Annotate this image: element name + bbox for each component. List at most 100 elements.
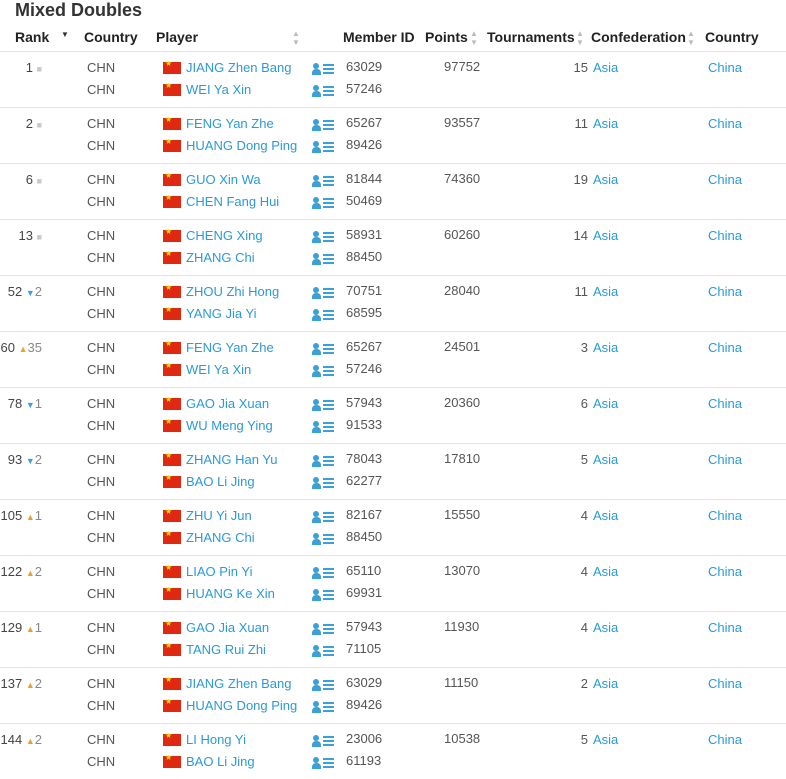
player-link[interactable]: TANG Rui Zhi [186, 642, 266, 657]
player-card-icon[interactable] [312, 118, 334, 132]
country-link[interactable]: China [708, 172, 742, 187]
page-title: Mixed Doubles [15, 0, 143, 20]
country-link[interactable]: China [708, 732, 742, 747]
header-points[interactable]: Points [425, 29, 468, 45]
player-link[interactable]: ZHANG Chi [186, 530, 255, 545]
player-link[interactable]: HUANG Dong Ping [186, 138, 298, 153]
confederation-link[interactable]: Asia [593, 452, 619, 467]
player-link[interactable]: ZHU Yi Jun [186, 508, 252, 523]
player-card-icon[interactable] [312, 252, 334, 266]
country-code: CHN [87, 306, 116, 321]
header-player[interactable]: Player [156, 29, 199, 45]
confederation-link[interactable]: Asia [593, 116, 619, 131]
rank-value: 137 [0, 676, 23, 691]
player-card-icon[interactable] [312, 398, 334, 412]
header-confederation[interactable]: Confederation [591, 29, 686, 45]
country-link[interactable]: China [708, 452, 742, 467]
player-card-icon[interactable] [312, 644, 334, 658]
player-link[interactable]: FENG Yan Zhe [186, 340, 274, 355]
player-card-icon[interactable] [312, 700, 334, 714]
player-link[interactable]: CHENG Xing [186, 228, 263, 243]
country-link[interactable]: China [708, 676, 742, 691]
player-link[interactable]: GAO Jia Xuan [186, 620, 270, 635]
member-id: 61193 [346, 753, 382, 768]
player-card-icon[interactable] [312, 622, 334, 636]
header-member-id[interactable]: Member ID [343, 29, 415, 45]
sort-icon[interactable]: ▲ ▼ [687, 29, 695, 47]
player-card-icon[interactable] [312, 510, 334, 524]
confederation-link[interactable]: Asia [593, 172, 619, 187]
country-link[interactable]: China [708, 396, 742, 411]
sort-icon[interactable]: ▲ ▼ [576, 29, 584, 47]
header-tournaments[interactable]: Tournaments [487, 29, 575, 45]
player-link[interactable]: WEI Ya Xin [186, 82, 252, 97]
player-link[interactable]: LIAO Pin Yi [186, 564, 253, 579]
player-card-icon[interactable] [312, 678, 334, 692]
country-link[interactable]: China [708, 564, 742, 579]
player-link[interactable]: BAO Li Jing [186, 474, 255, 489]
confederation-link[interactable]: Asia [593, 620, 619, 635]
player-card-icon[interactable] [312, 286, 334, 300]
country-link[interactable]: China [708, 508, 742, 523]
player-card-icon[interactable] [312, 566, 334, 580]
header-country[interactable]: Country [84, 29, 138, 45]
member-id: 78043 [346, 451, 383, 466]
country-link[interactable]: China [708, 228, 742, 243]
player-card-icon[interactable] [312, 734, 334, 748]
player-card-icon[interactable] [312, 174, 334, 188]
country-link[interactable]: China [708, 284, 742, 299]
confederation-link[interactable]: Asia [593, 732, 619, 747]
player-card-icon[interactable] [312, 532, 334, 546]
player-link[interactable]: YANG Jia Yi [186, 306, 257, 321]
sort-desc-icon[interactable]: ▼ [61, 30, 69, 39]
player-link[interactable]: WU Meng Ying [186, 418, 273, 433]
confederation-link[interactable]: Asia [593, 60, 619, 75]
player-link[interactable]: JIANG Zhen Bang [186, 676, 292, 691]
china-flag-icon [163, 137, 181, 152]
player-link[interactable]: LI Hong Yi [186, 732, 246, 747]
country-link[interactable]: China [708, 60, 742, 75]
player-card-icon[interactable] [312, 420, 334, 434]
player-link[interactable]: HUANG Dong Ping [186, 698, 298, 713]
confederation-link[interactable]: Asia [593, 228, 619, 243]
player-card-icon[interactable] [312, 84, 334, 98]
player-link[interactable]: FENG Yan Zhe [186, 116, 274, 131]
sort-icon[interactable]: ▲ ▼ [292, 29, 300, 47]
player-card-icon[interactable] [312, 140, 334, 154]
player-card-icon[interactable] [312, 454, 334, 468]
player-link[interactable]: ZHANG Chi [186, 250, 255, 265]
player-link[interactable]: ZHANG Han Yu [186, 452, 278, 467]
player-link[interactable]: JIANG Zhen Bang [186, 60, 292, 75]
header-country[interactable]: Country [705, 29, 759, 45]
country-link[interactable]: China [708, 340, 742, 355]
player-link[interactable]: BAO Li Jing [186, 754, 255, 769]
confederation-link[interactable]: Asia [593, 340, 619, 355]
country-link[interactable]: China [708, 116, 742, 131]
member-id: 82167 [346, 507, 383, 522]
player-link[interactable]: GUO Xin Wa [186, 172, 261, 187]
player-card-icon[interactable] [312, 308, 334, 322]
player-link[interactable]: CHEN Fang Hui [186, 194, 280, 209]
china-flag-icon [163, 641, 181, 656]
player-card-icon[interactable] [312, 62, 334, 76]
player-link[interactable]: WEI Ya Xin [186, 362, 252, 377]
confederation-link[interactable]: Asia [593, 676, 619, 691]
sort-icon[interactable]: ▲ ▼ [470, 29, 478, 47]
player-link[interactable]: ZHOU Zhi Hong [186, 284, 280, 299]
confederation-link[interactable]: Asia [593, 564, 619, 579]
points-value: 93557 [444, 115, 481, 130]
player-link[interactable]: HUANG Ke Xin [186, 586, 275, 601]
player-card-icon[interactable] [312, 342, 334, 356]
player-card-icon[interactable] [312, 196, 334, 210]
player-card-icon[interactable] [312, 364, 334, 378]
movement-up-icon: ▲ [25, 624, 35, 634]
player-card-icon[interactable] [312, 230, 334, 244]
confederation-link[interactable]: Asia [593, 284, 619, 299]
player-link[interactable]: GAO Jia Xuan [186, 396, 270, 411]
player-card-icon[interactable] [312, 588, 334, 602]
confederation-link[interactable]: Asia [593, 396, 619, 411]
player-card-icon[interactable] [312, 476, 334, 490]
confederation-link[interactable]: Asia [593, 508, 619, 523]
country-link[interactable]: China [708, 620, 742, 635]
player-card-icon[interactable] [312, 756, 334, 770]
